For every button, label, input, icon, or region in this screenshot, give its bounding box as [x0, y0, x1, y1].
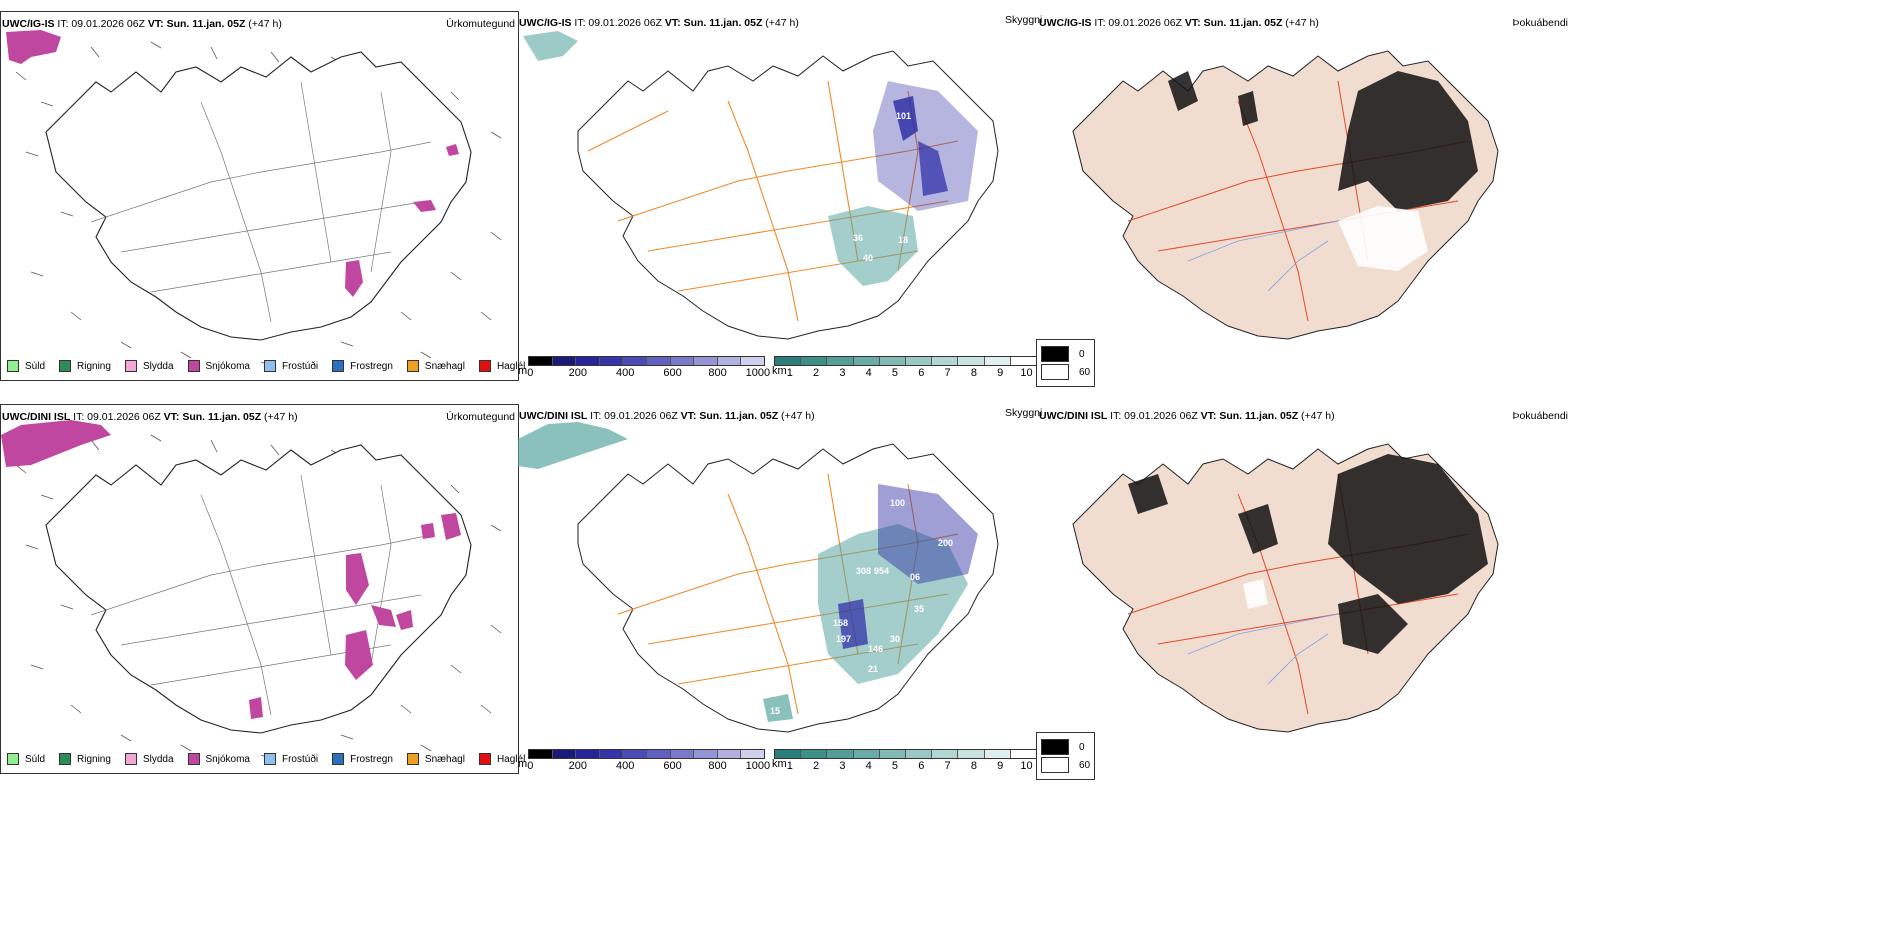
legend-item: Snæhagl	[406, 360, 465, 372]
legend-item: Slydda	[124, 753, 174, 765]
fog-light-area	[1338, 206, 1428, 271]
legend-item: Haglél	[478, 753, 525, 765]
ceiling-label: 06	[910, 572, 920, 582]
legend-item: Snjókoma	[187, 753, 250, 765]
precip-panel-bottom: UWC/DINI ISL IT: 09.01.2026 06Z VT: Sun.…	[0, 404, 525, 774]
fog-top-panel-name: Þokuábendi	[1512, 17, 1568, 29]
legend-item: Slydda	[124, 360, 174, 372]
ceiling-label: 15	[770, 706, 780, 716]
precip-bottom-panel-name: Úrkomutegund	[446, 411, 515, 423]
visibility-bottom-map: 100 200 308 954 06 158 197 146 30 21 35 …	[518, 422, 999, 733]
fog-panel-bottom: UWC/DINI ISL IT: 09.01.2026 06Z VT: Sun.…	[1038, 404, 1568, 749]
legend-item: Frostúði	[263, 753, 318, 765]
ceiling-label: 100	[890, 498, 905, 508]
precip-bottom-map	[1, 420, 502, 760]
iceland-outline	[45, 51, 472, 341]
fog-legend-top: 0 60	[1036, 339, 1096, 387]
swatch-snjokoma	[187, 360, 200, 372]
visibility-top-panel-name: Skyggni	[1005, 14, 1043, 26]
swatch-slydda	[124, 360, 137, 372]
ceiling-unit-top: m	[518, 365, 528, 377]
ceiling-label: 30	[890, 634, 900, 644]
precip-top-panel-name: Úrkomutegund	[446, 18, 515, 30]
swatch-sudd	[7, 360, 19, 372]
fog-bottom-map	[1072, 443, 1499, 733]
legend-item: Rigning	[59, 753, 111, 765]
snow-areas	[6, 30, 459, 297]
legend-item: Snjókoma	[187, 360, 250, 372]
legend-item: Frostregn	[332, 753, 393, 765]
legend-item: Snæhagl	[406, 753, 465, 765]
fog-legend-bottom: 0 60	[1036, 732, 1096, 780]
legend-item: Frostregn	[332, 360, 393, 372]
visibility-colorbar-bottom: 1 2 3 4 5 6 7 8 9 10	[774, 749, 1037, 773]
precip-panel-top: UWC/IG-IS IT: 09.01.2026 06Z VT: Sun. 11…	[0, 11, 525, 381]
legend-item: Haglél	[478, 360, 525, 372]
fog-panel-top: UWC/IG-IS IT: 09.01.2026 06Z VT: Sun. 11…	[1038, 11, 1568, 356]
visibility-panel-top: UWC/IG-IS IT: 09.01.2026 06Z VT: Sun. 11…	[518, 11, 1096, 387]
ceiling-label: 40	[863, 253, 873, 263]
ceiling-label: 18	[898, 235, 908, 245]
fog-top-title: UWC/IG-IS IT: 09.01.2026 06Z VT: Sun. 11…	[1039, 17, 1319, 29]
precip-top-map	[6, 30, 502, 367]
visibility-top-title: UWC/IG-IS IT: 09.01.2026 06Z VT: Sun. 11…	[519, 17, 799, 29]
road-lines	[90, 81, 432, 323]
ceiling-label: 200	[938, 538, 953, 548]
ceiling-label: 54	[863, 183, 873, 193]
fog-top-map	[1072, 50, 1499, 340]
ceiling-label: 101	[896, 111, 911, 121]
ceiling-colorbar-top: 0 200 400 600 800 1000	[527, 356, 770, 380]
ceiling-label: 95	[938, 213, 948, 223]
fog-bottom-panel-name: Þokuábendi	[1512, 410, 1568, 422]
precip-bottom-legend: Súld Rigning Slydda Snjókoma Frostúði Fr…	[7, 753, 539, 765]
ceiling-label: 35	[914, 604, 924, 614]
visibility-unit-top: km	[772, 365, 787, 377]
swatch-frostudi	[263, 360, 276, 372]
fog-dark-areas	[1168, 71, 1478, 211]
ceiling-label: 197	[836, 634, 851, 644]
swatch-snaehagl	[406, 360, 419, 372]
visibility-panel-bottom: UWC/DINI ISL IT: 09.01.2026 06Z VT: Sun.…	[518, 404, 1096, 780]
precip-top-legend: Súld Rigning Slydda Snjókoma Frostúði Fr…	[7, 360, 539, 372]
ceiling-label: 36	[853, 233, 863, 243]
visibility-unit-bottom: km	[772, 758, 787, 770]
visibility-bottom-panel-name: Skyggni	[1005, 407, 1043, 419]
ceiling-label: 21	[868, 664, 878, 674]
legend-item: Súld	[7, 753, 45, 765]
swatch-haglel	[478, 360, 491, 372]
swatch-rigning	[59, 360, 72, 372]
visibility-colorbar-top: 1 2 3 4 5 6 7 8 9 10	[774, 356, 1037, 380]
visibility-top-map: 101 95 36 40 18 54	[523, 31, 999, 340]
legend-item: Frostúði	[263, 360, 318, 372]
precip-bottom-title: UWC/DINI ISL IT: 09.01.2026 06Z VT: Sun.…	[2, 411, 298, 423]
precip-top-title: UWC/IG-IS IT: 09.01.2026 06Z VT: Sun. 11…	[2, 18, 282, 30]
ceiling-colorbar-bottom: 0 200 400 600 800 1000	[527, 749, 770, 773]
ceiling-label: 158	[833, 618, 848, 628]
ceiling-label: 308	[856, 566, 871, 576]
fog-bottom-title: UWC/DINI ISL IT: 09.01.2026 06Z VT: Sun.…	[1039, 410, 1335, 422]
legend-item: Rigning	[59, 360, 111, 372]
visibility-bottom-title: UWC/DINI ISL IT: 09.01.2026 06Z VT: Sun.…	[519, 410, 815, 422]
ceiling-label: 146	[868, 644, 883, 654]
ceiling-unit-bottom: m	[518, 758, 528, 770]
ceiling-label: 954	[874, 566, 889, 576]
legend-item: Súld	[7, 360, 45, 372]
swatch-frostregn	[332, 360, 345, 372]
